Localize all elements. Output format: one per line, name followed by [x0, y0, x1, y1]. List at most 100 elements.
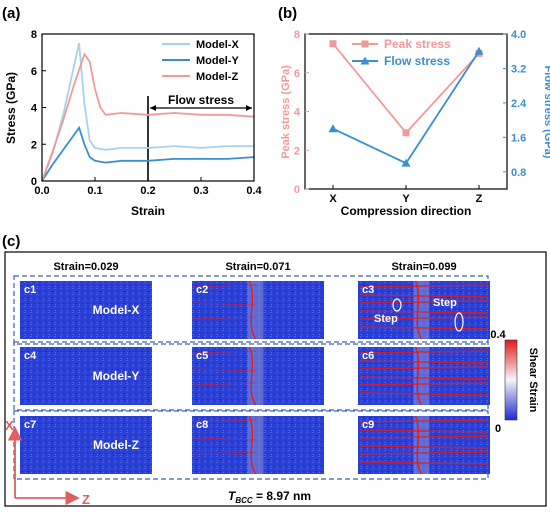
- legend-marker-square: [361, 40, 369, 48]
- panel-label-b: (b): [278, 5, 297, 22]
- shear-path: [248, 346, 257, 406]
- shear-streak: [359, 429, 489, 433]
- step-label-1: Step: [374, 313, 398, 325]
- y2-tick-label: 0.8: [511, 167, 526, 179]
- axis-x-label: X: [5, 418, 14, 433]
- y2-tick-label: 1.6: [511, 132, 526, 144]
- flow-stress-arrowhead-left: [150, 105, 156, 111]
- flow-stress-marker: [328, 124, 338, 133]
- shear-streak: [193, 284, 257, 288]
- shear-band: [247, 416, 264, 474]
- shear-streak: [193, 350, 257, 354]
- x-tick-label: Y: [402, 193, 410, 205]
- chart-b-legend: Peak stress Flow stress: [352, 37, 451, 68]
- shear-streak: [359, 445, 489, 449]
- legend-label-model-y: Model-Y: [196, 55, 239, 67]
- chart-b-ticks: X Y Z 0 2 4 6 8 0.8 1.6 2.4 3.2 4.0: [294, 29, 527, 205]
- chart-a-annotation: Flow stress: [147, 93, 252, 181]
- x-tick-label: 0.1: [87, 185, 102, 197]
- cell-label: c3: [362, 284, 374, 296]
- y2-tick-label: 2.4: [511, 98, 527, 110]
- chart-a-ylabel: Stress (GPa): [4, 72, 18, 144]
- y-tick-label: 6: [294, 68, 300, 80]
- legend-label-model-z: Model-Z: [196, 71, 238, 83]
- panel-c: Strain=0.029 Strain=0.071 Strain=0.099 c1 c2…: [4, 251, 547, 507]
- cell-label: c1: [24, 284, 36, 296]
- panel-c-content: Strain=0.029 Strain=0.071 Strain=0.099 c1 c2…: [13, 261, 490, 480]
- shear-band: [413, 416, 430, 474]
- shear-streak: [193, 368, 257, 372]
- shear-path: [248, 280, 257, 340]
- flow-stress-label: Flow stress: [168, 93, 234, 107]
- y-tick-label: 4: [294, 107, 301, 119]
- shear-streak: [359, 435, 489, 439]
- tbcc-symbol: T: [228, 489, 237, 503]
- chart-b-series: [328, 40, 484, 167]
- flow-stress-marker: [474, 46, 484, 55]
- shear-streak: [193, 437, 257, 441]
- chart-a-ticks: 0.0 0.1 0.2 0.3 0.4 0 2 4 6 8: [31, 29, 263, 197]
- chart-b-ylabel: Peak stress (GPa): [280, 65, 292, 159]
- shear-streak: [359, 366, 489, 370]
- shear-streak: [193, 451, 257, 455]
- peak-stress-marker: [402, 129, 410, 137]
- x-tick-label: X: [329, 193, 337, 205]
- flow-stress-arrowhead-right: [246, 105, 252, 111]
- colorbar-min: 0: [495, 423, 501, 435]
- x-tick-label: 0.3: [193, 185, 208, 197]
- shear-band: [247, 347, 264, 405]
- shear-streak: [359, 294, 489, 298]
- series-line-model-z: [41, 52, 255, 182]
- strain-map-c7: [20, 416, 152, 474]
- shear-path: [414, 280, 423, 340]
- legend-label-model-x: Model-X: [196, 39, 239, 51]
- step-label-2: Step: [433, 297, 457, 309]
- axis-z-label: Z: [82, 492, 90, 507]
- shear-streak: [193, 316, 257, 320]
- step-ellipse-2: [454, 312, 464, 332]
- shear-streak: [359, 316, 489, 320]
- shear-streak: [359, 461, 489, 465]
- legend-marker-triangle: [360, 56, 370, 65]
- flow-stress-marker: [401, 158, 411, 167]
- x-tick-label: 0.0: [34, 185, 49, 197]
- colorbar-label: Shear Strain: [527, 348, 539, 413]
- model-label: Model-Z: [93, 438, 139, 452]
- chart-a-series: [41, 43, 255, 182]
- cell-label: c5: [196, 350, 208, 362]
- tbcc-subscript: BCC: [235, 496, 253, 505]
- y2-tick-label: 3.2: [511, 63, 526, 75]
- tbcc-label: TBCC = 8.97 nm: [228, 489, 311, 505]
- strain-map-c4: [20, 347, 152, 405]
- strain-header: Strain=0.071: [225, 261, 290, 273]
- y-tick-label: 6: [31, 66, 37, 78]
- shear-band: [413, 281, 430, 339]
- shear-streak: [359, 350, 489, 354]
- chart-a-legend: Model-X Model-Y Model-Z: [162, 39, 239, 83]
- panel-label-c: (c): [2, 233, 20, 250]
- shear-band: [413, 347, 430, 405]
- shear-path: [414, 415, 423, 475]
- x-tick-label: Z: [476, 193, 483, 205]
- shear-streak: [193, 419, 257, 423]
- y-tick-label: 2: [31, 139, 37, 151]
- cell-label: c7: [24, 419, 36, 431]
- shear-streak: [359, 382, 489, 386]
- shear-streak: [359, 392, 489, 396]
- y-tick-label: 0: [31, 176, 37, 188]
- cell-label: c8: [196, 419, 208, 431]
- shear-streak: [359, 451, 489, 455]
- peak-stress-marker: [329, 40, 337, 48]
- axes-indicator: X Z: [5, 418, 90, 507]
- legend-label: Flow stress: [384, 54, 450, 68]
- cell-label: c6: [362, 350, 374, 362]
- model-label: Model-Y: [93, 369, 140, 383]
- chart-b-y2label: Flow stress (GPa): [542, 66, 550, 159]
- panel-label-a: (a): [2, 5, 20, 22]
- y-tick-label: 2: [294, 145, 300, 157]
- shear-streak: [359, 284, 489, 288]
- colorbar: [504, 339, 518, 421]
- strain-header: Strain=0.099: [391, 261, 456, 273]
- chart-b: X Y Z 0 2 4 6 8 0.8 1.6 2.4 3.2 4.0 Compression dire…: [280, 29, 550, 218]
